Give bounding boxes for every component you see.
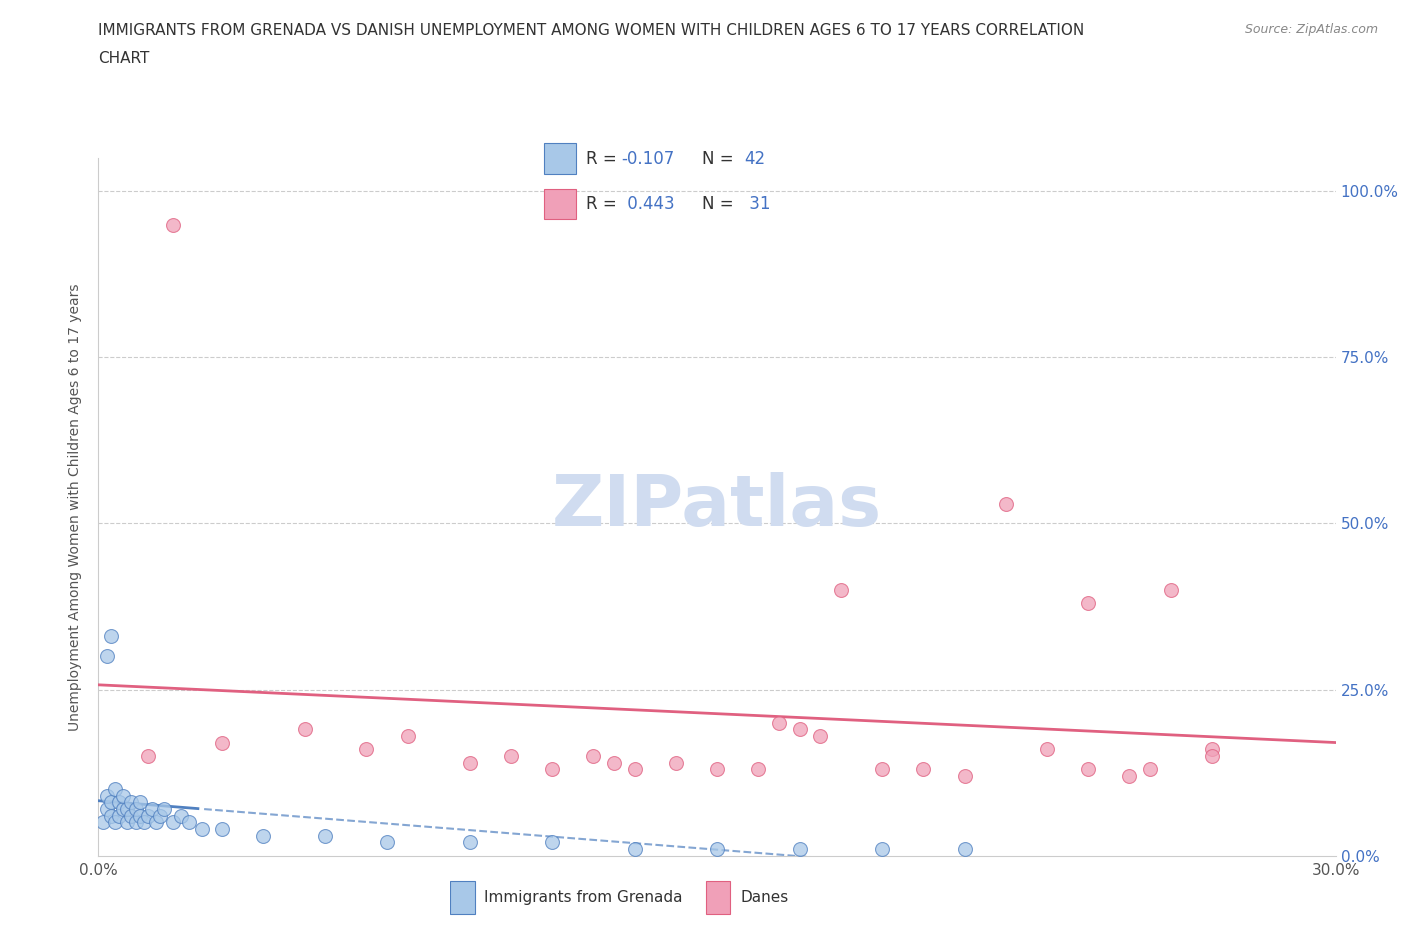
Point [96, 789, 118, 804]
Point [96, 802, 118, 817]
Point [153, 802, 176, 817]
Text: Source: ZipAtlas.com: Source: ZipAtlas.com [1244, 23, 1378, 36]
Point [100, 795, 122, 810]
Point [112, 789, 135, 804]
Bar [544, 143, 576, 174]
Point [1201, 749, 1223, 764]
Point [1077, 762, 1099, 777]
Y-axis label: Unemployment Among Women with Children Ages 6 to 17 years: Unemployment Among Women with Children A… [69, 283, 83, 731]
Point [149, 808, 172, 823]
Point [124, 802, 146, 817]
Point [179, 815, 201, 830]
Point [124, 815, 146, 830]
Point [870, 842, 893, 857]
Text: IMMIGRANTS FROM GRENADA VS DANISH UNEMPLOYMENT AMONG WOMEN WITH CHILDREN AGES 6 : IMMIGRANTS FROM GRENADA VS DANISH UNEMPL… [98, 23, 1084, 38]
Bar [544, 189, 576, 219]
Point [768, 715, 790, 730]
Point [623, 842, 645, 857]
Point [706, 762, 728, 777]
Point [170, 808, 193, 823]
Point [100, 629, 122, 644]
Point [789, 722, 811, 737]
Point [541, 835, 564, 850]
Point [953, 842, 976, 857]
Point [1139, 762, 1161, 777]
Point [953, 768, 976, 783]
Text: R =: R = [586, 150, 621, 167]
Point [603, 755, 626, 770]
Point [211, 736, 233, 751]
Bar [706, 882, 731, 913]
Text: 42: 42 [745, 150, 766, 167]
Point [145, 815, 167, 830]
Point [356, 742, 378, 757]
Text: ZIPatlas: ZIPatlas [553, 472, 882, 541]
Text: N =: N = [703, 150, 740, 167]
Point [706, 842, 728, 857]
Point [396, 728, 419, 743]
Point [162, 815, 184, 830]
Point [91, 815, 114, 830]
Text: Immigrants from Grenada: Immigrants from Grenada [484, 890, 683, 905]
Point [499, 749, 522, 764]
Point [132, 815, 155, 830]
Text: N =: N = [703, 195, 740, 213]
Point [136, 749, 159, 764]
Point [211, 821, 233, 836]
Point [100, 808, 122, 823]
Point [108, 795, 131, 810]
Point [117, 802, 139, 817]
Point [162, 217, 184, 232]
Point [96, 649, 118, 664]
Point [830, 582, 852, 597]
Point [314, 829, 336, 844]
Point [1036, 742, 1059, 757]
Point [108, 808, 131, 823]
Point [120, 808, 142, 823]
Text: -0.107: -0.107 [621, 150, 675, 167]
Point [141, 802, 163, 817]
Point [128, 795, 150, 810]
Point [136, 808, 159, 823]
Point [458, 755, 481, 770]
Point [1201, 742, 1223, 757]
Point [375, 835, 398, 850]
Text: Danes: Danes [740, 890, 789, 905]
Point [623, 762, 645, 777]
Point [252, 829, 274, 844]
Point [994, 496, 1017, 511]
Point [294, 722, 316, 737]
Point [190, 821, 212, 836]
Text: R =: R = [586, 195, 621, 213]
Point [458, 835, 481, 850]
Point [582, 749, 605, 764]
Point [665, 755, 688, 770]
Point [1077, 596, 1099, 611]
Point [112, 802, 135, 817]
Point [541, 762, 564, 777]
Point [117, 815, 139, 830]
Point [747, 762, 769, 777]
Point [789, 842, 811, 857]
Point [912, 762, 935, 777]
Point [870, 762, 893, 777]
Point [128, 808, 150, 823]
Point [120, 795, 142, 810]
Bar [450, 882, 475, 913]
Point [808, 728, 831, 743]
Point [104, 815, 127, 830]
Text: 31: 31 [745, 195, 770, 213]
Point [1118, 768, 1140, 783]
Text: 0.443: 0.443 [621, 195, 675, 213]
Point [1160, 582, 1182, 597]
Text: CHART: CHART [98, 51, 150, 66]
Point [104, 782, 127, 797]
